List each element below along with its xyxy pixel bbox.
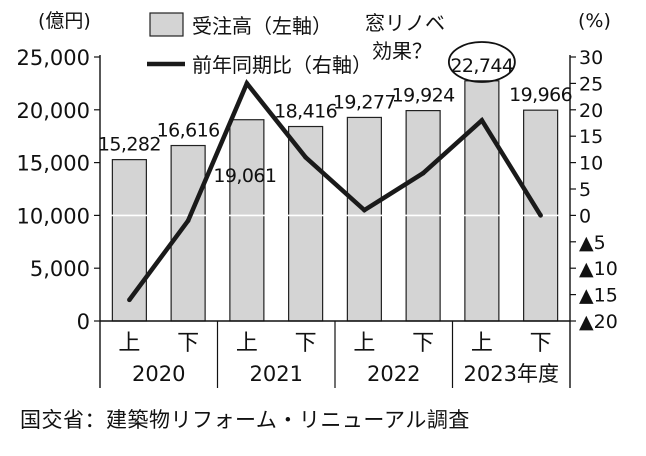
category-label: 下 <box>530 331 552 356</box>
line-point-4 <box>362 207 367 213</box>
line-point-3 <box>303 155 308 160</box>
line-point-7 <box>538 213 543 218</box>
line-point-0 <box>127 297 132 303</box>
right-axis-unit: (%) <box>578 10 611 32</box>
year-group-label: 2023年度 <box>464 362 559 386</box>
bar-value-label: 19,277 <box>333 91 396 113</box>
bar-value-label: 19,924 <box>392 85 455 107</box>
line-point-5 <box>420 170 426 176</box>
left-tick-label: 15,000 <box>17 152 90 176</box>
labels-layer: 0 5,000 10,000 15,000 20,000 25,000 30 25 20 15 10… <box>17 10 618 386</box>
bar-0 <box>111 159 147 322</box>
right-tick-label: 25 <box>579 73 603 95</box>
left-tick-label: 5,000 <box>30 257 90 281</box>
annotation-circle <box>447 41 516 83</box>
right-tick-label: ▲20 <box>579 311 618 333</box>
axes-layer <box>94 55 576 388</box>
category-label: 上 <box>353 331 375 356</box>
bar-2 <box>229 119 265 322</box>
right-tick-label: ▲10 <box>579 258 618 280</box>
right-tick-label: 5 <box>579 179 591 201</box>
bar-value-label: 19,061 <box>213 165 276 187</box>
annotation-line-2: 効果？ <box>372 39 432 63</box>
category-label: 下 <box>412 331 434 356</box>
chart-area: 0 5,000 10,000 15,000 20,000 25,000 30 25 20 15 10… <box>17 10 618 388</box>
bar-value-label: 22,744 <box>450 55 513 77</box>
bars-layer <box>111 80 559 322</box>
right-tick-label: 0 <box>579 205 591 227</box>
right-tick-label: 20 <box>579 100 603 122</box>
right-tick-label: 10 <box>579 153 603 175</box>
legend-swatch-bar <box>149 12 184 37</box>
bar-value-label: 19,966 <box>509 84 572 106</box>
bar-4 <box>346 116 382 322</box>
left-tick-label: 10,000 <box>17 204 90 228</box>
right-tick-label: 30 <box>579 47 603 69</box>
source-note: 国交省：建築物リフォーム・リニューアル調査 <box>20 408 470 432</box>
category-label: 上 <box>118 331 140 356</box>
line-point-1 <box>185 218 191 223</box>
bar-value-label: 18,416 <box>274 101 337 123</box>
bar-value-label: 15,282 <box>98 134 161 156</box>
right-tick-label: ▲15 <box>579 285 618 307</box>
line-point-6 <box>479 118 485 123</box>
legend-label-line: 前年同期比（右軸） <box>192 53 372 77</box>
category-label: 上 <box>471 331 493 356</box>
category-label: 下 <box>295 331 317 356</box>
category-label: 下 <box>177 331 199 356</box>
year-group-label: 2020 <box>132 362 185 386</box>
year-group-label: 2021 <box>250 362 303 386</box>
legend: 受注高（左軸） 前年同期比（右軸） <box>147 12 372 77</box>
left-tick-label: 20,000 <box>17 99 90 123</box>
category-label: 上 <box>236 331 258 356</box>
right-tick-label: ▲5 <box>579 232 606 254</box>
legend-label-bar: 受注高（左軸） <box>192 14 332 38</box>
line-series <box>127 79 543 302</box>
annotation-line-1: 窓リノベ <box>365 11 445 35</box>
line-layer <box>127 79 543 303</box>
line-point-2 <box>244 81 250 86</box>
right-tick-label: 15 <box>579 126 603 148</box>
left-tick-label: 0 <box>77 310 90 334</box>
bar-6 <box>464 80 500 322</box>
year-group-label: 2022 <box>367 362 420 386</box>
left-tick-label: 25,000 <box>17 46 90 70</box>
left-axis-unit: (億円) <box>38 10 91 32</box>
bar-value-label: 16,616 <box>157 120 220 142</box>
bar-3 <box>288 125 324 322</box>
